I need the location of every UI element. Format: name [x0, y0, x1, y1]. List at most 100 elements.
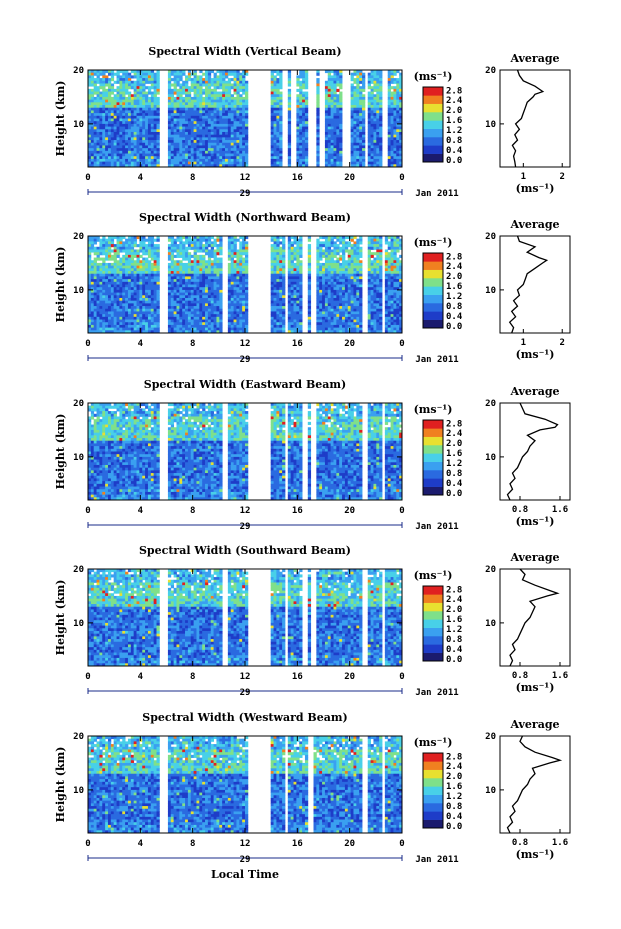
- heat-cell: [156, 140, 160, 144]
- heat-cell: [113, 142, 117, 146]
- heat-cell: [130, 80, 135, 84]
- heat-cell: [125, 78, 129, 82]
- heat-cell: [299, 145, 303, 149]
- heat-cell: [167, 314, 172, 318]
- heat-cell: [88, 140, 92, 144]
- heat-cell: [130, 96, 135, 101]
- heat-cell: [193, 99, 197, 103]
- heat-cell: [107, 268, 112, 272]
- heat-cell: [225, 115, 229, 119]
- heat-cell: [142, 297, 146, 302]
- heat-cell: [113, 236, 117, 240]
- heat-cell: [136, 72, 140, 76]
- heat-cell: [190, 88, 195, 92]
- heat-cell: [276, 115, 280, 119]
- heat-cell: [130, 276, 135, 280]
- heat-cell: [170, 246, 175, 250]
- heat-cell: [145, 281, 149, 285]
- heat-cell: [93, 121, 97, 125]
- heat-cell: [270, 292, 274, 296]
- heat-cell: [136, 75, 140, 79]
- heat-cell: [96, 254, 100, 258]
- heat-cell: [142, 271, 146, 275]
- heat-cell: [122, 131, 126, 136]
- heat-cell: [190, 150, 195, 154]
- heat-cell: [173, 311, 177, 315]
- heat-cell: [353, 123, 357, 127]
- heat-cell: [96, 156, 100, 160]
- heat-cell: [125, 126, 129, 130]
- heat-cell: [370, 131, 374, 136]
- heat-cell: [222, 72, 226, 76]
- heat-cell: [393, 115, 397, 119]
- heat-cell: [167, 118, 172, 122]
- heat-cell: [167, 126, 172, 130]
- heat-cell: [213, 161, 217, 165]
- heat-cell: [187, 110, 192, 114]
- heat-cell: [199, 140, 203, 144]
- heat-cell: [336, 150, 340, 154]
- heat-cell: [150, 324, 155, 329]
- heat-cell: [179, 297, 183, 302]
- heat-cell: [353, 113, 357, 117]
- heat-cell: [242, 102, 246, 106]
- heat-cell: [105, 94, 109, 98]
- heat-cell: [270, 330, 274, 334]
- heat-cell: [142, 284, 146, 288]
- heat-cell: [173, 72, 177, 76]
- heat-cell: [127, 292, 132, 296]
- heat-cell: [359, 88, 363, 92]
- heat-cell: [245, 254, 249, 258]
- heat-cell: [304, 110, 309, 114]
- heat-cell: [116, 142, 120, 146]
- heat-cell: [222, 91, 226, 95]
- heat-cell: [167, 276, 172, 280]
- heat-cell: [233, 145, 237, 149]
- heat-cell: [233, 246, 237, 250]
- heat-cell: [96, 137, 100, 141]
- heat-cell: [245, 148, 249, 152]
- heat-cell: [199, 308, 203, 312]
- heat-cell: [202, 324, 206, 329]
- heat-cell: [125, 86, 129, 90]
- heat-cell: [239, 96, 243, 101]
- heat-cell: [202, 153, 206, 157]
- heat-cell: [119, 244, 123, 248]
- heat-cell: [190, 297, 195, 302]
- heat-cell: [167, 252, 172, 256]
- heat-cell: [219, 300, 223, 304]
- heat-cell: [216, 257, 220, 261]
- heat-cell: [116, 254, 120, 258]
- heat-cell: [210, 265, 214, 269]
- heat-cell: [90, 284, 95, 288]
- heat-cell: [113, 246, 117, 250]
- heat-cell: [387, 150, 391, 154]
- heat-cell: [207, 303, 212, 307]
- heat-cell: [170, 126, 175, 130]
- heat-cell: [113, 252, 117, 256]
- heat-cell: [156, 297, 160, 302]
- heat-cell: [153, 284, 157, 288]
- heat-cell: [393, 129, 397, 133]
- heat-cell: [185, 306, 189, 310]
- heat-cell: [276, 330, 280, 334]
- heat-cell: [110, 131, 115, 136]
- heat-cell: [245, 279, 249, 283]
- heat-cell: [190, 268, 195, 272]
- heat-cell: [176, 131, 180, 136]
- heat-cell: [390, 102, 394, 106]
- heat-cell: [245, 91, 249, 95]
- heat-cell: [199, 107, 203, 111]
- heat-cell: [122, 102, 126, 106]
- heat-cell: [210, 121, 214, 125]
- heat-cell: [179, 137, 183, 141]
- heat-cell: [213, 80, 217, 84]
- heat-cell: [187, 236, 192, 240]
- heat-cell: [173, 295, 177, 299]
- heat-cell: [185, 99, 189, 103]
- heat-cell: [227, 276, 232, 280]
- heat-cell: [196, 123, 200, 127]
- heat-cell: [173, 276, 177, 280]
- heat-cell: [205, 86, 209, 90]
- heat-cell: [127, 75, 132, 79]
